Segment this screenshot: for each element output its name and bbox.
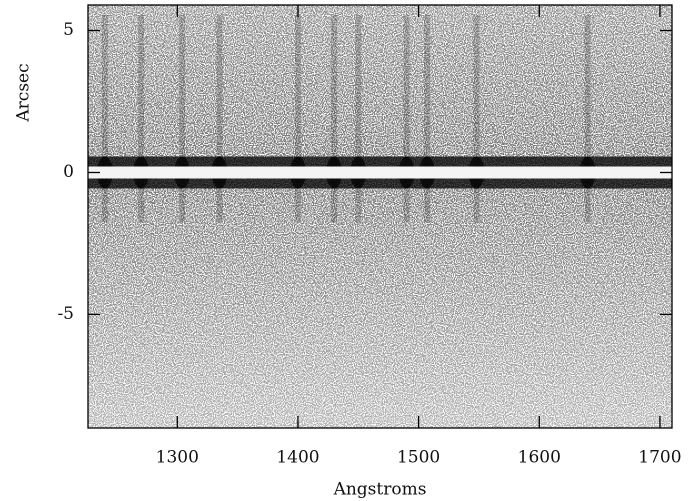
x-tick-label: 1400	[276, 448, 319, 468]
emission-line	[179, 15, 186, 223]
emission-line	[473, 15, 480, 223]
emission-line	[216, 15, 223, 223]
emission-line	[331, 15, 338, 223]
x-axis-label: Angstroms	[333, 480, 427, 500]
trace-core	[88, 166, 672, 179]
emission-line	[403, 15, 410, 223]
emission-line	[138, 15, 145, 223]
emission-line	[424, 15, 431, 223]
emission-line	[355, 15, 362, 223]
plot-area	[88, 5, 672, 428]
x-tick-label: 1300	[156, 448, 199, 468]
x-tick-label: 1500	[397, 448, 440, 468]
y-axis-label: Arcsec	[14, 63, 34, 122]
y-tick-label: -5	[57, 304, 74, 324]
y-tick-label: 5	[63, 20, 74, 40]
noise-fade	[88, 5, 672, 428]
x-tick-label: 1600	[518, 448, 561, 468]
y-tick-label: 0	[63, 162, 74, 182]
emission-line	[584, 15, 591, 223]
emission-line	[101, 15, 108, 223]
plot-frame	[87, 4, 673, 429]
emission-line	[294, 15, 301, 223]
x-tick-label: 1700	[638, 448, 681, 468]
